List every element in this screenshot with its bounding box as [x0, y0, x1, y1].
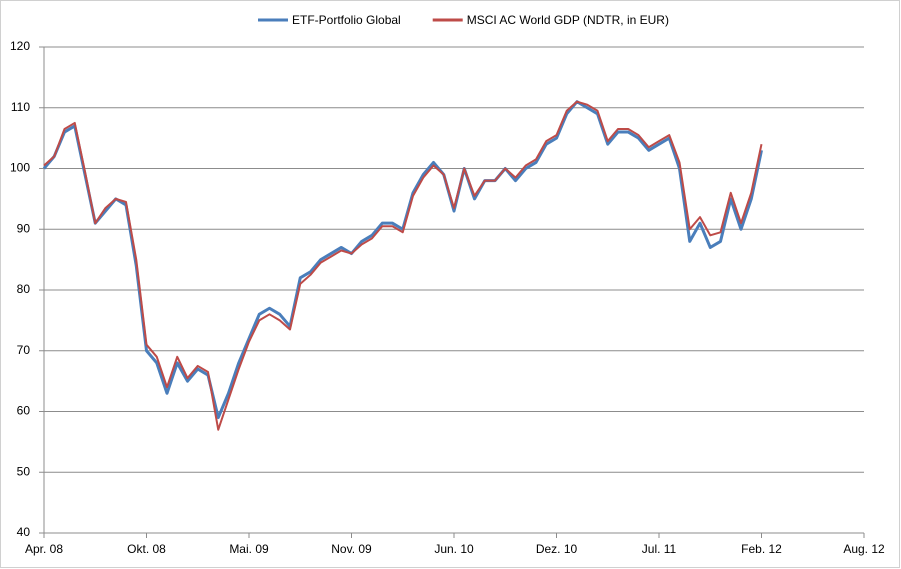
y-tick-label: 120	[10, 39, 30, 53]
y-tick-label: 100	[10, 161, 30, 175]
y-tick-label: 70	[17, 343, 31, 357]
y-tick-label: 90	[17, 221, 31, 235]
y-tick-label: 60	[17, 404, 31, 418]
x-tick-label: Jul. 11	[642, 542, 677, 556]
x-tick-label: Dez. 10	[536, 542, 578, 556]
x-tick-label: Aug. 12	[843, 542, 885, 556]
y-tick-label: 110	[11, 100, 30, 114]
series-line	[43, 100, 763, 431]
legend-label: ETF-Portfolio Global	[292, 13, 401, 27]
x-tick-label: Nov. 09	[331, 542, 372, 556]
x-tick-label: Okt. 08	[127, 542, 166, 556]
x-tick-label: Apr. 08	[25, 542, 63, 556]
x-tick-label: Feb. 12	[741, 542, 782, 556]
legend-label: MSCI AC World GDP (NDTR, in EUR)	[467, 13, 669, 27]
x-tick-label: Jun. 10	[434, 542, 474, 556]
y-tick-label: 80	[17, 282, 31, 296]
y-tick-label: 40	[17, 525, 31, 539]
y-tick-label: 50	[17, 464, 31, 478]
x-tick-label: Mai. 09	[229, 542, 269, 556]
